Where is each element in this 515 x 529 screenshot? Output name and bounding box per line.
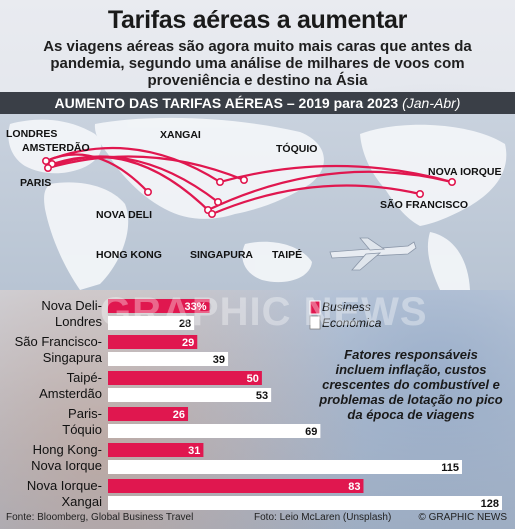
route-line xyxy=(219,164,453,184)
category-label: Taipé- xyxy=(67,370,102,385)
bar-economy xyxy=(108,352,229,366)
legend-swatch-business xyxy=(309,300,321,315)
value-label-business: 33% xyxy=(185,301,207,313)
bar-group: Hong Kong-Nova Iorque 31 115 xyxy=(31,442,462,474)
value-label-economy: 53 xyxy=(256,390,268,402)
bar-group: Paris-Tóquio 26 69 xyxy=(62,406,321,438)
legend-label-economy: Económica xyxy=(322,316,382,330)
continent-africa xyxy=(44,182,129,290)
bar-groups: Nova Deli-Londres 33% 28 São Francisco-Sing… xyxy=(15,298,502,510)
city-label-paris: PARIS xyxy=(20,177,51,189)
city-label-hong-kong: HONG KONG xyxy=(96,249,162,261)
value-label-business: 83 xyxy=(348,481,360,493)
route-line xyxy=(207,170,453,211)
bar-business xyxy=(108,479,364,493)
copyright-credit: © GRAPHIC NEWS xyxy=(418,512,508,523)
value-label-business: 26 xyxy=(173,409,185,421)
bar-business xyxy=(108,443,204,457)
banner-text: AUMENTO DAS TARIFAS AÉREAS – 2019 para 2… xyxy=(54,95,403,111)
city-label-singapura: SINGAPURA xyxy=(190,249,253,261)
value-label-economy: 69 xyxy=(305,426,317,438)
category-label: Xangai xyxy=(62,494,103,509)
fare-bar-chart: Nova Deli-Londres 33% 28 São Francisco-Sing… xyxy=(15,298,502,510)
city-label-londres: LONDRES xyxy=(6,128,57,140)
city-dot-singapura xyxy=(208,210,217,219)
category-label: Amsterdão xyxy=(39,386,102,401)
city-label-amsterdao: AMSTERDÃO xyxy=(22,141,90,154)
photo-credit: Foto: Leio McLaren (Unsplash) xyxy=(254,512,392,523)
category-label: Nova Iorque- xyxy=(27,478,102,493)
bar-business xyxy=(108,335,198,349)
city-label-taipe: TAIPÉ xyxy=(272,248,302,261)
factors-note: Fatores responsáveis incluem inflação, c… xyxy=(319,347,503,422)
continent-australia xyxy=(242,241,312,283)
city-label-xangai: XANGAI xyxy=(160,129,201,141)
city-label-nova-iorque: NOVA IORQUE xyxy=(428,166,502,178)
route-line xyxy=(47,155,245,182)
city-dot-paris xyxy=(43,163,52,172)
bar-economy xyxy=(108,316,195,330)
city-dot-toquio xyxy=(240,175,249,184)
category-label: Londres xyxy=(55,314,102,329)
bar-group: Taipé-Amsterdão 50 53 xyxy=(39,370,272,402)
section-banner: AUMENTO DAS TARIFAS AÉREAS – 2019 para 2… xyxy=(0,92,515,114)
city-label-nova-deli: NOVA DELI xyxy=(96,209,152,221)
city-dot-londres xyxy=(41,156,50,165)
bar-business xyxy=(108,407,189,421)
route-line xyxy=(45,146,221,183)
bar-economy xyxy=(108,496,502,510)
bar-group: Nova Iorque-Xangai 83 128 xyxy=(27,478,502,510)
source-credit: Fonte: Bloomberg, Global Business Travel xyxy=(6,512,194,523)
value-label-economy: 115 xyxy=(441,462,459,474)
value-label-business: 31 xyxy=(188,445,200,457)
bar-economy xyxy=(108,460,462,474)
city-dot-xangai xyxy=(216,178,225,187)
legend-swatch-economy xyxy=(309,315,321,330)
city-dot-taipe xyxy=(214,198,223,207)
footer: Fonte: Bloomberg, Global Business Travel… xyxy=(0,508,515,529)
category-label: São Francisco- xyxy=(15,334,102,349)
category-label: Nova Deli- xyxy=(41,298,102,313)
bar-business xyxy=(108,371,262,385)
city-dot-nova-deli xyxy=(144,188,153,197)
watermark: GRAPHIC NEWS xyxy=(100,290,428,334)
category-label: Singapura xyxy=(43,350,103,365)
airplane xyxy=(329,237,417,271)
page-title: Tarifas aéreas a aumentar xyxy=(107,6,408,34)
value-label-economy: 39 xyxy=(213,354,225,366)
route-lines xyxy=(45,146,453,216)
continent-americas-south xyxy=(427,232,470,290)
banner-period: (Jan-Abr) xyxy=(402,95,461,111)
category-label: Tóquio xyxy=(62,422,102,437)
value-label-economy: 28 xyxy=(179,318,191,330)
bar-business xyxy=(108,299,210,313)
category-label: Paris- xyxy=(68,406,102,421)
continent-americas-north xyxy=(360,124,507,226)
city-dots xyxy=(41,156,456,219)
route-line xyxy=(47,155,213,215)
bar-economy xyxy=(108,388,272,402)
route-line xyxy=(211,184,421,216)
city-label-toquio: TÓQUIO xyxy=(276,142,317,155)
value-label-economy: 128 xyxy=(481,498,499,510)
bar-group: São Francisco-Singapura 29 39 xyxy=(15,334,229,366)
bar-group: Nova Deli-Londres 33% 28 xyxy=(41,298,210,330)
page-subtitle: As viagens aéreas são agora muito mais c… xyxy=(43,38,472,89)
value-label-business: 29 xyxy=(182,337,194,349)
legend: Business Económica xyxy=(309,300,382,330)
value-label-business: 50 xyxy=(247,373,259,385)
category-label: Nova Iorque xyxy=(31,458,102,473)
city-dot-sao-francisco xyxy=(415,190,424,199)
city-label-sao-francisco: SÃO FRANCISCO xyxy=(380,198,468,211)
legend-label-business: Business xyxy=(322,300,371,314)
category-label: Hong Kong- xyxy=(33,442,102,457)
city-dot-nova-iorque xyxy=(447,178,456,187)
bar-economy xyxy=(108,424,321,438)
